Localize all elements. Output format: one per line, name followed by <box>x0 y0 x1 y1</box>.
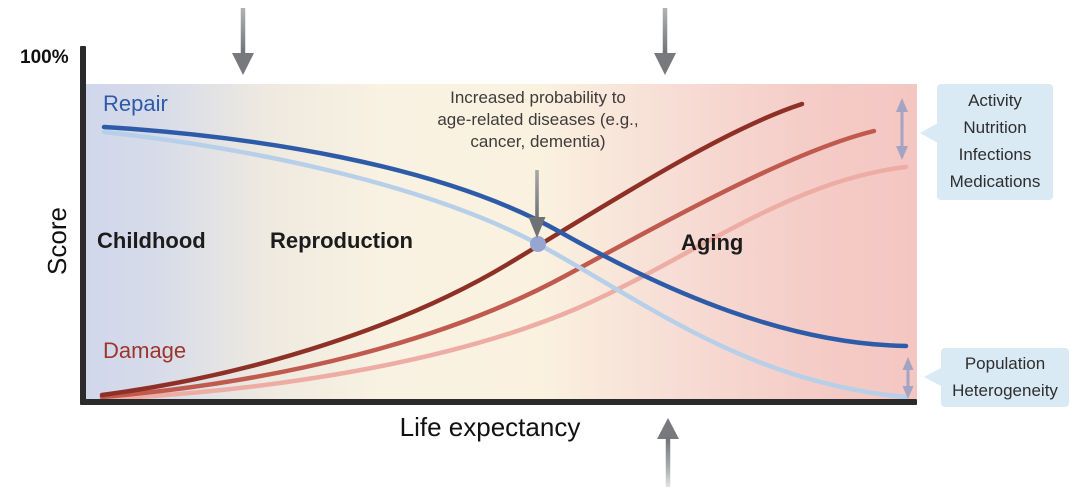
phase-label-aging: Aging <box>681 230 744 255</box>
y-max-label: 100% <box>20 47 69 68</box>
damage-curve-light <box>99 164 909 402</box>
x-axis-label: Life expectancy <box>399 412 581 442</box>
damage-curve-dark <box>99 101 805 398</box>
callout-modifiers: Activity Nutrition Infections Medication… <box>937 84 1053 200</box>
callout-tab-bottom-icon <box>924 368 941 386</box>
damage-label: Damage <box>103 338 187 363</box>
up-arrow-icon <box>657 418 679 487</box>
y-axis-line <box>80 46 86 404</box>
damage-curve-mid <box>99 128 877 400</box>
repair-curve-dark <box>101 124 909 349</box>
annotation-arrow-icon <box>528 170 546 238</box>
phase-label-childhood: Childhood <box>97 228 206 253</box>
callout-heterogeneity: Population Heterogeneity <box>941 348 1069 407</box>
phase-label-reproduction: Reproduction <box>270 228 413 253</box>
repair-label: Repair <box>103 91 168 116</box>
y-axis-label: Score <box>42 207 72 275</box>
callout-tab-top-icon <box>920 123 937 143</box>
down-arrow-right-icon <box>654 8 676 75</box>
disease-annotation: Increased probability to age-related dis… <box>437 88 639 151</box>
intersection-dot <box>530 236 546 252</box>
x-axis-line <box>80 399 917 405</box>
range-arrow-top-icon <box>896 98 908 160</box>
down-arrow-left-icon <box>232 8 254 75</box>
range-arrow-bottom-icon <box>902 357 914 399</box>
